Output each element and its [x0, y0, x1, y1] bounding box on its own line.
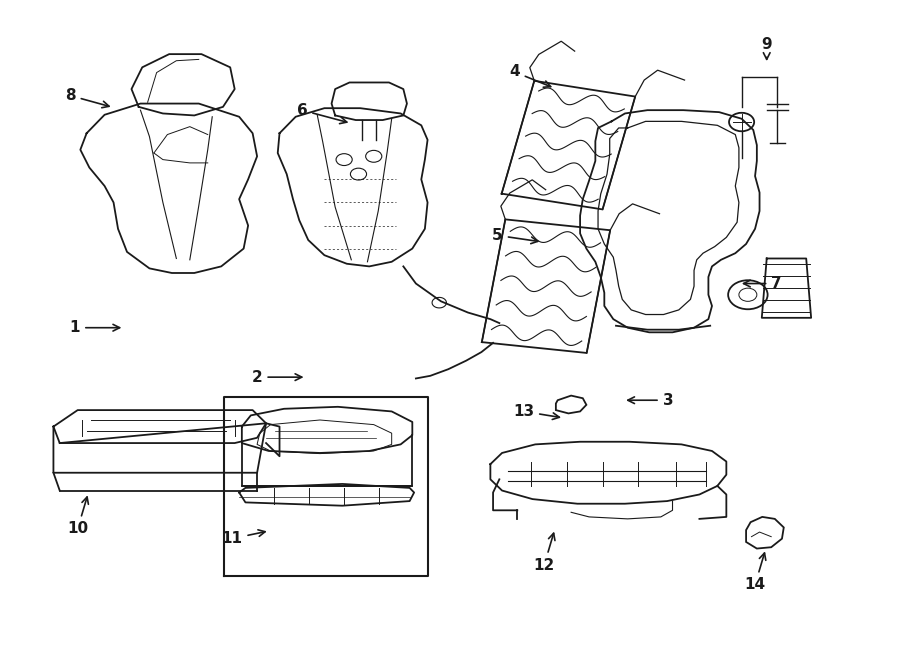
Text: 4: 4 — [509, 64, 551, 87]
Polygon shape — [556, 396, 587, 413]
Text: 6: 6 — [297, 103, 346, 124]
Text: 7: 7 — [743, 276, 782, 291]
Text: 3: 3 — [628, 393, 673, 408]
Text: 10: 10 — [68, 497, 88, 536]
Text: 13: 13 — [513, 404, 560, 420]
Polygon shape — [746, 517, 784, 549]
Text: 11: 11 — [221, 530, 266, 546]
Text: 14: 14 — [744, 553, 766, 592]
Text: 12: 12 — [534, 533, 555, 573]
Text: 5: 5 — [492, 228, 538, 244]
Text: 9: 9 — [761, 36, 772, 60]
Text: 2: 2 — [252, 369, 302, 385]
Text: 8: 8 — [65, 88, 109, 108]
Text: 1: 1 — [69, 320, 120, 335]
